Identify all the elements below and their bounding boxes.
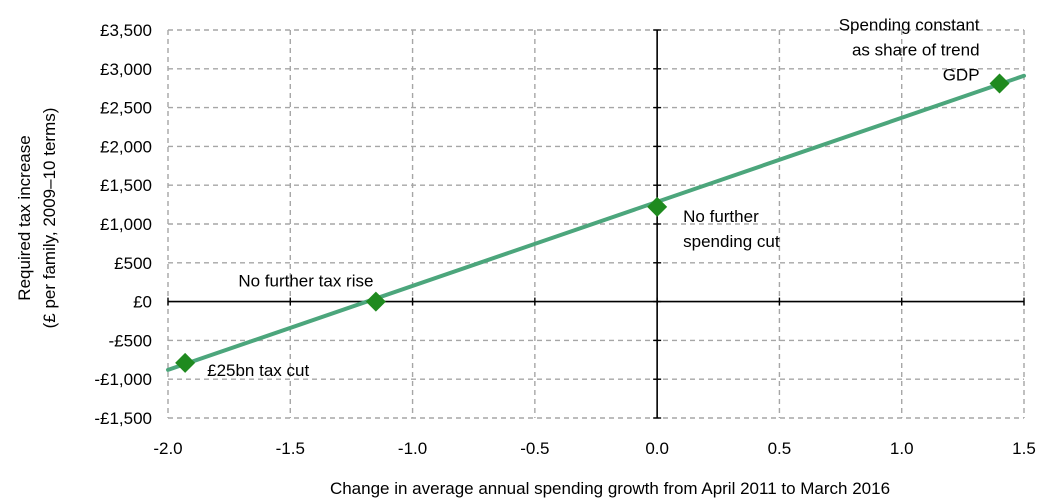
y-tick-label: £2,500 xyxy=(100,99,152,118)
x-tick-label: -1.0 xyxy=(398,439,427,458)
grid-lines xyxy=(167,29,1025,419)
x-tick-label: 1.5 xyxy=(1012,439,1036,458)
y-tick-label: £500 xyxy=(114,254,152,273)
point-label-3: Spending constant xyxy=(839,16,980,35)
series-line-0 xyxy=(166,73,1026,372)
axes xyxy=(167,29,1025,419)
y-tick-label: £1,500 xyxy=(100,176,152,195)
data-point-marker-2 xyxy=(647,196,668,217)
y-tick-label: £2,000 xyxy=(100,137,152,156)
point-label-1: No further tax rise xyxy=(238,272,373,291)
x-tick-labels: -2.0 -1.5 -1.0 -0.5 0.0 0.5 1.0 1.5 xyxy=(153,439,1035,458)
data-point-marker-3 xyxy=(989,73,1010,94)
y-tick-label: -£1,000 xyxy=(94,370,152,389)
data-point-marker-0 xyxy=(175,352,196,373)
y-axis-title: Required tax increase (£ per family, 2009… xyxy=(15,108,59,329)
x-tick-label: 1.0 xyxy=(890,439,914,458)
y-tick-label: £0 xyxy=(133,293,152,312)
point-label-3: as share of trend xyxy=(852,41,980,60)
y-tick-label: -£500 xyxy=(109,331,152,350)
series xyxy=(166,73,1026,372)
y-axis-title-line: Required tax increase xyxy=(15,135,34,300)
x-tick-label: -2.0 xyxy=(153,439,182,458)
x-axis-title: Change in average annual spending growth… xyxy=(330,479,890,498)
point-label-3: GDP xyxy=(943,66,980,85)
x-tick-label: -0.5 xyxy=(520,439,549,458)
y-tick-label: -£1,500 xyxy=(94,409,152,428)
x-tick-label: 0.0 xyxy=(645,439,669,458)
x-tick-label: 0.5 xyxy=(768,439,792,458)
y-axis-title-line: (£ per family, 2009–10 terms) xyxy=(40,108,59,329)
point-label-2: No further xyxy=(683,207,759,226)
y-tick-label: £1,000 xyxy=(100,215,152,234)
annotations: £25bn tax cut No further tax rise No furth… xyxy=(207,16,980,380)
data-points xyxy=(175,73,1010,373)
y-tick-label: £3,500 xyxy=(100,21,152,40)
point-label-2: spending cut xyxy=(683,232,780,251)
y-tick-label: £3,000 xyxy=(100,60,152,79)
data-point-marker-1 xyxy=(365,291,386,312)
point-label-0: £25bn tax cut xyxy=(207,361,309,380)
y-tick-labels: £3,500 £3,000 £2,500 £2,000 £1,500 £1,000 £500… xyxy=(94,21,152,428)
x-tick-label: -1.5 xyxy=(276,439,305,458)
